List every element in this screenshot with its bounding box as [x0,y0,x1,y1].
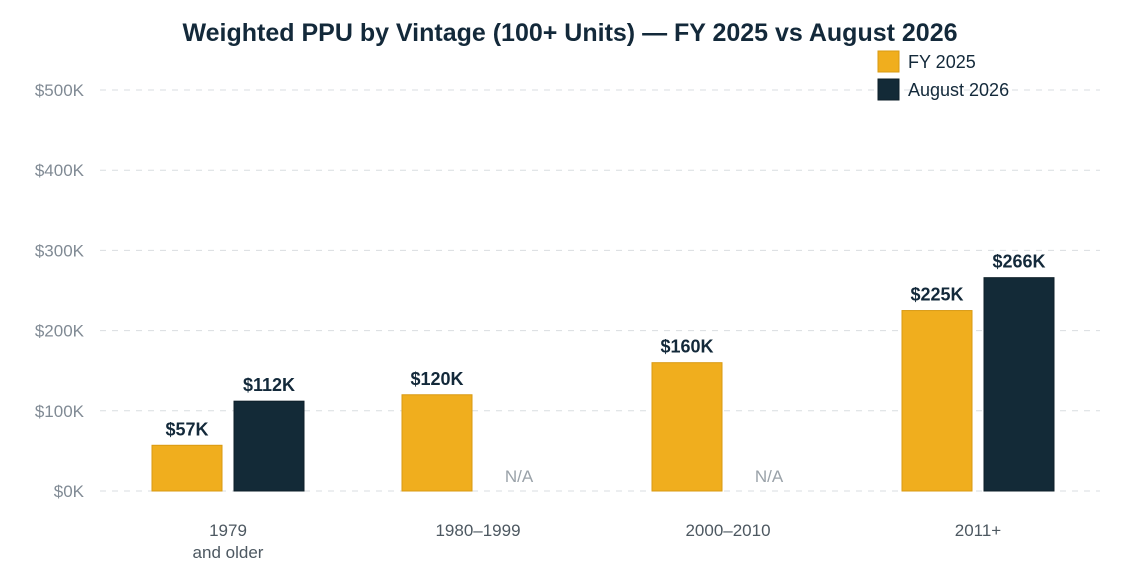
legend: FY 2025 August 2026 [877,50,1009,101]
data-label: $112K [243,375,295,395]
bars [151,277,1055,492]
legend-swatch [877,50,900,73]
x-tick-label: 2000–2010 [685,521,770,540]
x-axis: 1979 and older 1980–1999 2000–2010 2011+ [193,521,1002,562]
x-tick-label: 2011+ [955,521,1002,540]
bar [151,444,223,492]
bar [651,362,723,492]
bar [901,310,973,492]
data-label: $225K [910,285,963,305]
data-label: $266K [992,252,1045,272]
y-tick-label: $400K [35,161,85,180]
data-label: $57K [165,419,208,439]
data-label: $160K [660,337,713,357]
data-labels: $57K $112K $120K N/A $160K N/A $225K $266K [165,252,1045,486]
na-label: N/A [755,467,784,486]
chart-title: Weighted PPU by Vintage (100+ Units) — F… [182,19,957,47]
na-label: N/A [505,467,534,486]
y-tick-label: $0K [54,482,85,501]
data-label: $120K [410,369,463,389]
x-tick-label: 1980–1999 [435,521,520,540]
legend-swatch [877,78,900,101]
x-tick-label: 1979 [209,521,247,540]
x-tick-label: and older [193,543,264,562]
y-tick-label: $300K [35,241,85,260]
bar [983,277,1055,492]
y-tick-label: $500K [35,81,85,100]
legend-label: August 2026 [908,80,1009,100]
bar [233,400,305,492]
y-tick-label: $200K [35,322,85,341]
bar [401,394,473,492]
legend-label: FY 2025 [908,52,976,72]
y-axis: $0K $100K $200K $300K $400K $500K [35,81,85,501]
y-tick-label: $100K [35,402,85,421]
